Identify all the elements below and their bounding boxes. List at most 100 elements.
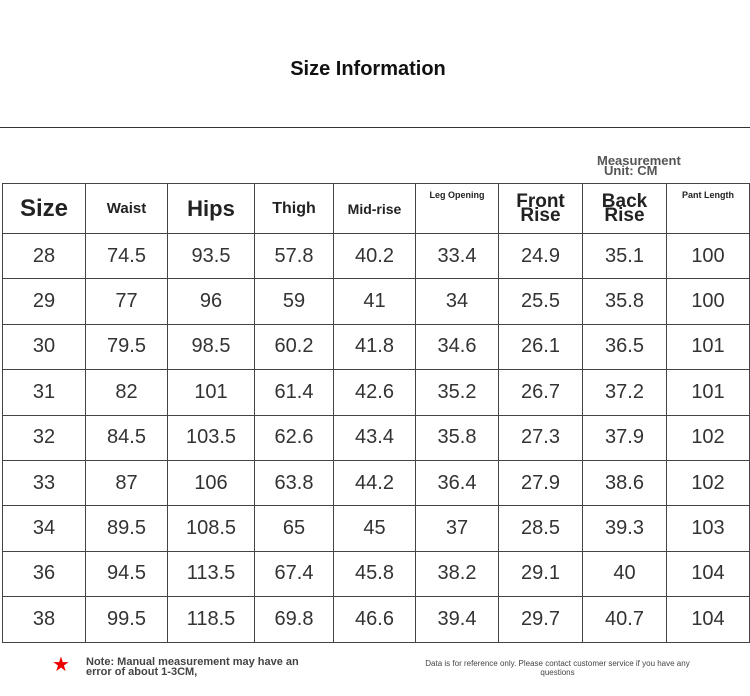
cell: 40.2 xyxy=(333,232,416,280)
cell: 32 xyxy=(2,414,86,461)
unit-line: Unit: CM xyxy=(604,163,658,178)
cell: 67.4 xyxy=(254,550,334,598)
star-icon: ★ xyxy=(52,654,70,676)
cell: 39.4 xyxy=(415,596,499,643)
cell: 46.6 xyxy=(333,596,416,643)
cell: 100 xyxy=(666,232,750,280)
cell: 101 xyxy=(666,369,750,416)
cell: 35.2 xyxy=(415,369,499,416)
cell: 113.5 xyxy=(167,550,255,598)
cell: 25.5 xyxy=(498,278,583,325)
cell: 43.4 xyxy=(333,414,416,461)
cell: 59 xyxy=(254,278,334,325)
cell: 36 xyxy=(2,550,86,598)
cell: 34.6 xyxy=(415,323,499,371)
cell: 62.6 xyxy=(254,414,334,461)
column-header: Front Rise xyxy=(498,183,583,234)
cell: 27.3 xyxy=(498,414,583,461)
cell: 29 xyxy=(2,278,86,325)
cell: 103.5 xyxy=(167,414,255,461)
cell: 118.5 xyxy=(167,596,255,643)
cell: 38 xyxy=(2,596,86,643)
data-row: 32 84.5 103.5 62.6 43.4 35.8 27.3 37.9 102 xyxy=(2,414,750,461)
cell: 101 xyxy=(666,323,750,371)
cell: 36.5 xyxy=(582,323,667,371)
cell: 57.8 xyxy=(254,232,334,280)
cell: 31 xyxy=(2,369,86,416)
data-row: 29 77 96 59 41 34 25.5 35.8 100 xyxy=(2,278,750,325)
cell: 87 xyxy=(85,459,168,507)
cell: 79.5 xyxy=(85,323,168,371)
cell: 29.7 xyxy=(498,596,583,643)
data-row: 34 89.5 108.5 65 45 37 28.5 39.3 103 xyxy=(2,505,750,552)
cell: 99.5 xyxy=(85,596,168,643)
cell: 103 xyxy=(666,505,750,552)
cell: 37.9 xyxy=(582,414,667,461)
data-row: 36 94.5 113.5 67.4 45.8 38.2 29.1 40 104 xyxy=(2,550,750,598)
cell: 65 xyxy=(254,505,334,552)
cell: 84.5 xyxy=(85,414,168,461)
unit-line: Measurement xyxy=(597,153,681,168)
cell: 42.6 xyxy=(333,369,416,416)
data-row: 33 87 106 63.8 44.2 36.4 27.9 38.6 102 xyxy=(2,459,750,507)
cell: 102 xyxy=(666,459,750,507)
cell: 38.2 xyxy=(415,550,499,598)
cell: 44.2 xyxy=(333,459,416,507)
cell: 38.6 xyxy=(582,459,667,507)
cell: 45.8 xyxy=(333,550,416,598)
cell: 34 xyxy=(415,278,499,325)
cell: 100 xyxy=(666,278,750,325)
divider xyxy=(0,127,750,128)
title: Size Information xyxy=(290,58,446,80)
cell: 29.1 xyxy=(498,550,583,598)
cell: 28.5 xyxy=(498,505,583,552)
column-header: Hips xyxy=(167,183,255,234)
cell: 24.9 xyxy=(498,232,583,280)
cell: 93.5 xyxy=(167,232,255,280)
cell: 102 xyxy=(666,414,750,461)
cell: 61.4 xyxy=(254,369,334,416)
cell: 35.1 xyxy=(582,232,667,280)
cell: 39.3 xyxy=(582,505,667,552)
cell: 101 xyxy=(167,369,255,416)
cell: 26.7 xyxy=(498,369,583,416)
header-row: Size Waist Hips Thigh Mid-rise Leg Opening Fro… xyxy=(2,183,750,234)
cell: 40 xyxy=(582,550,667,598)
cell: 63.8 xyxy=(254,459,334,507)
cell: 82 xyxy=(85,369,168,416)
column-header: Thigh xyxy=(254,183,334,234)
cell: 40.7 xyxy=(582,596,667,643)
cell: 34 xyxy=(2,505,86,552)
cell: 30 xyxy=(2,323,86,371)
cell: 69.8 xyxy=(254,596,334,643)
cell: 96 xyxy=(167,278,255,325)
column-header: Mid-rise xyxy=(333,183,416,234)
cell: 104 xyxy=(666,550,750,598)
cell: 37.2 xyxy=(582,369,667,416)
column-header: Waist xyxy=(85,183,168,234)
cell: 27.9 xyxy=(498,459,583,507)
data-row: 30 79.5 98.5 60.2 41.8 34.6 26.1 36.5 101 xyxy=(2,323,750,371)
cell: 35.8 xyxy=(415,414,499,461)
data-row: 38 99.5 118.5 69.8 46.6 39.4 29.7 40.7 104 xyxy=(2,596,750,643)
cell: 45 xyxy=(333,505,416,552)
column-header: Leg Opening xyxy=(415,183,499,234)
column-header: Back Rise xyxy=(582,183,667,234)
data-row: 28 74.5 93.5 57.8 40.2 33.4 24.9 35.1 100 xyxy=(2,232,750,280)
cell: 37 xyxy=(415,505,499,552)
size-table: Size Waist Hips Thigh Mid-rise Leg Opening Fro… xyxy=(2,183,750,643)
cell: 77 xyxy=(85,278,168,325)
unit-note: Measurement Unit: CM xyxy=(597,153,681,178)
data-row: 31 82 101 61.4 42.6 35.2 26.7 37.2 101 xyxy=(2,369,750,416)
cell: 28 xyxy=(2,232,86,280)
note: Data is for reference only. Please conta… xyxy=(425,659,690,677)
cell: 106 xyxy=(167,459,255,507)
cell: 104 xyxy=(666,596,750,643)
column-header: Size xyxy=(2,183,86,234)
cell: 36.4 xyxy=(415,459,499,507)
note: Note: Manual measurement may have an err… xyxy=(86,656,299,678)
cell: 74.5 xyxy=(85,232,168,280)
cell: 94.5 xyxy=(85,550,168,598)
column-header: Pant Length xyxy=(666,183,750,234)
